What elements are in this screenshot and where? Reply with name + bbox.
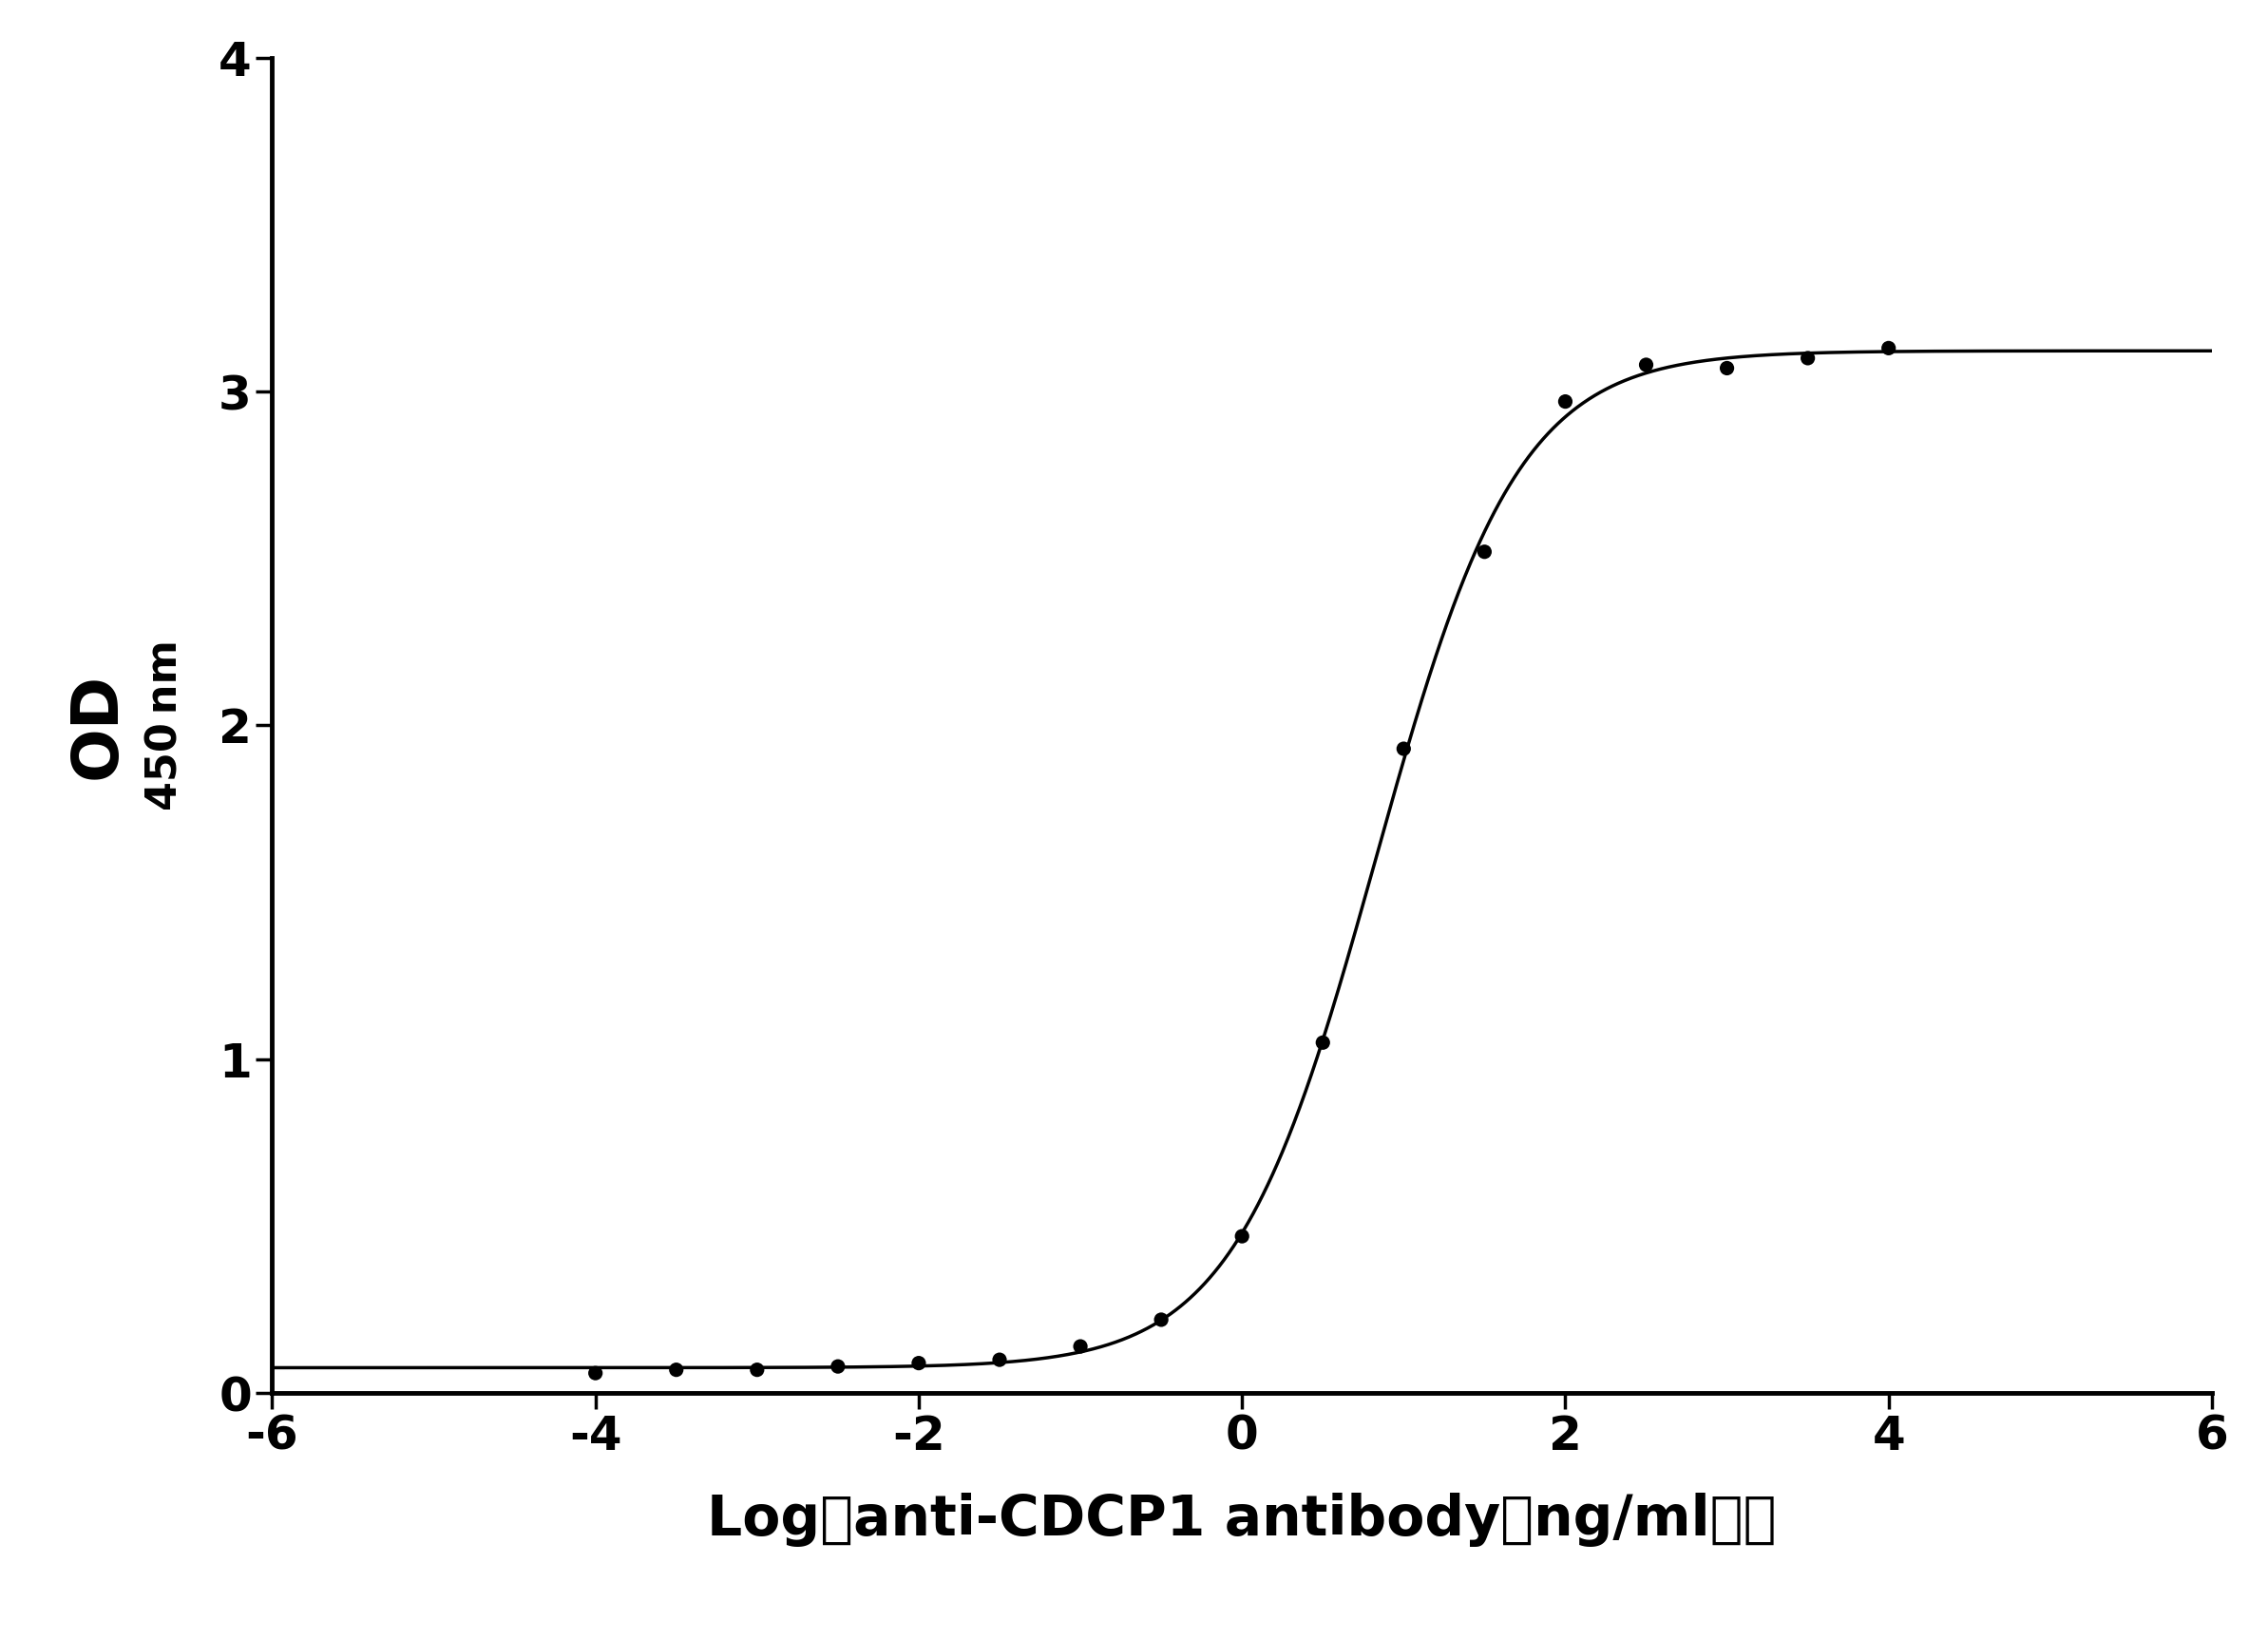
Point	[1708, 356, 1744, 382]
Point	[1467, 539, 1504, 565]
Point	[1061, 1333, 1098, 1359]
Point	[900, 1351, 937, 1377]
Point	[819, 1354, 855, 1380]
Point	[982, 1347, 1018, 1373]
Point	[1628, 352, 1665, 379]
Point	[1547, 388, 1583, 415]
Point	[1789, 346, 1826, 372]
Point	[658, 1357, 694, 1383]
X-axis label: Log（anti-CDCP1 antibody（ng/ml））: Log（anti-CDCP1 antibody（ng/ml））	[708, 1491, 1776, 1546]
Point	[739, 1357, 776, 1383]
Point	[578, 1360, 615, 1387]
Point	[1225, 1223, 1261, 1249]
Point	[1871, 334, 1907, 361]
Text: OD: OD	[66, 672, 129, 779]
Text: 450 nm: 450 nm	[145, 639, 186, 811]
Point	[1386, 736, 1422, 762]
Point	[1143, 1306, 1179, 1333]
Point	[1304, 1029, 1340, 1056]
